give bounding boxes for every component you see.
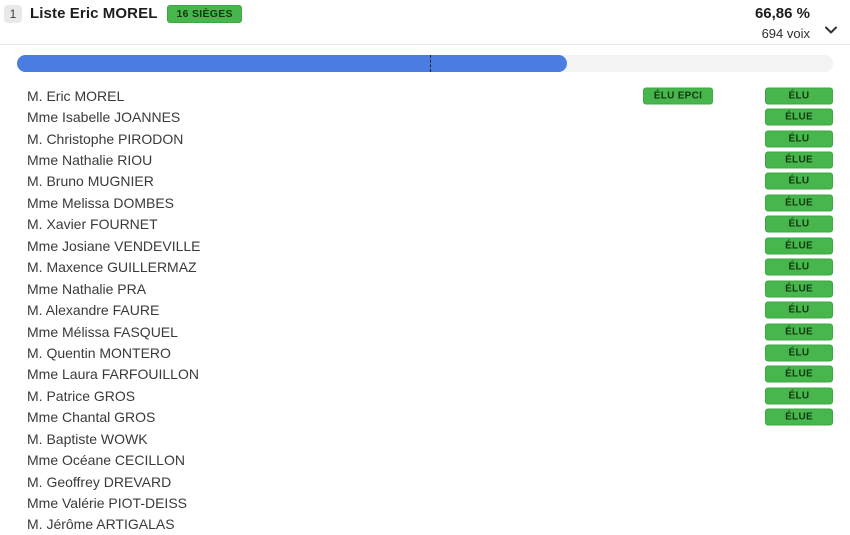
candidate-row: M. Eric MOREL ÉLU EPCI ÉLU [0, 85, 850, 106]
candidate-name: Mme Mélissa FASQUEL [27, 323, 178, 340]
elected-badge: ÉLU [765, 344, 833, 362]
candidate-name: Mme Nathalie RIOU [27, 152, 153, 169]
candidate-row: Mme Nathalie PRA ÉLUE [0, 278, 850, 299]
candidate-row: Mme Chantal GROS ÉLUE [0, 407, 850, 428]
elected-badge: ÉLU [765, 387, 833, 405]
elected-badge: ÉLU [765, 87, 833, 105]
candidate-row: M. Bruno MUGNIER ÉLU [0, 171, 850, 192]
majority-threshold-marker [429, 55, 431, 72]
elected-badge: ÉLUE [765, 194, 833, 212]
candidate-name: Mme Laura FARFOUILLON [27, 366, 199, 383]
elected-badge: ÉLU [765, 215, 833, 233]
elected-badge: ÉLUE [765, 408, 833, 426]
candidate-name: Mme Valérie PIOT-DEISS [27, 495, 188, 512]
candidate-name: Mme Josiane VENDEVILLE [27, 237, 201, 254]
candidate-row: Mme Nathalie RIOU ÉLUE [0, 149, 850, 170]
candidate-name: M. Patrice GROS [27, 387, 136, 404]
candidate-row: Mme Valérie PIOT-DEISS [0, 492, 850, 513]
elected-badge: ÉLUE [765, 151, 833, 169]
candidate-row: Mme Océane CECILLON [0, 449, 850, 470]
header-divider [0, 44, 850, 45]
elected-badge: ÉLUE [765, 108, 833, 126]
candidate-row: M. Geoffrey DREVARD [0, 471, 850, 492]
seats-badge: 16 SIÈGES [167, 5, 242, 23]
candidate-name: Mme Océane CECILLON [27, 452, 185, 469]
elected-badge: ÉLUE [765, 365, 833, 383]
candidate-name: M. Quentin MONTERO [27, 344, 171, 361]
candidate-name: M. Christophe PIRODON [27, 130, 184, 147]
elected-badge: ÉLUE [765, 280, 833, 298]
chevron-down-icon[interactable] [820, 19, 842, 41]
candidate-name: M. Bruno MUGNIER [27, 173, 154, 190]
elected-badge: ÉLU [765, 130, 833, 148]
elected-badge: ÉLUE [765, 323, 833, 341]
candidate-row: Mme Josiane VENDEVILLE ÉLUE [0, 235, 850, 256]
candidate-row: Mme Laura FARFOUILLON ÉLUE [0, 364, 850, 385]
candidate-row: M. Christophe PIRODON ÉLU [0, 128, 850, 149]
candidate-row: Mme Melissa DOMBES ÉLUE [0, 192, 850, 213]
percent-value: 66,86 % [754, 5, 810, 22]
candidate-row: Mme Mélissa FASQUEL ÉLUE [0, 321, 850, 342]
epci-elected-badge: ÉLU EPCI [643, 87, 713, 105]
candidate-row: M. Quentin MONTERO ÉLU [0, 342, 850, 363]
candidate-name: Mme Melissa DOMBES [27, 194, 175, 211]
candidate-name: Mme Chantal GROS [27, 409, 156, 426]
elected-badge: ÉLU [765, 258, 833, 276]
candidate-name: M. Jérôme ARTIGALAS [27, 516, 175, 533]
list-rank-badge: 1 [4, 5, 22, 23]
candidate-row: M. Baptiste WOWK [0, 428, 850, 449]
progress-track [17, 55, 833, 72]
candidate-name: M. Alexandre FAURE [27, 302, 160, 319]
elected-badge: ÉLU [765, 172, 833, 190]
list-header[interactable]: 1 Liste Eric MOREL 16 SIÈGES 66,86 % 694… [0, 0, 850, 44]
votes-value: 694 voix [761, 26, 810, 41]
candidate-row: M. Patrice GROS ÉLU [0, 385, 850, 406]
elected-badge: ÉLU [765, 301, 833, 319]
candidate-name: M. Maxence GUILLERMAZ [27, 259, 197, 276]
candidate-row: M. Alexandre FAURE ÉLU [0, 299, 850, 320]
list-name: Liste Eric MOREL [30, 5, 158, 22]
candidate-name: Mme Nathalie PRA [27, 280, 147, 297]
candidate-name: M. Geoffrey DREVARD [27, 473, 172, 490]
candidate-row: M. Xavier FOURNET ÉLU [0, 214, 850, 235]
candidate-name: M. Eric MOREL [27, 87, 125, 104]
candidate-name: M. Baptiste WOWK [27, 430, 148, 447]
header-results: 66,86 % 694 voix [755, 5, 810, 43]
candidate-list: M. Eric MOREL ÉLU EPCI ÉLU Mme Isabelle … [0, 85, 850, 535]
progress-fill [17, 55, 567, 72]
candidate-row: M. Jérôme ARTIGALAS [0, 514, 850, 535]
candidate-row: M. Maxence GUILLERMAZ ÉLU [0, 257, 850, 278]
candidate-row: Mme Isabelle JOANNES ÉLUE [0, 106, 850, 127]
elected-badge: ÉLUE [765, 237, 833, 255]
candidate-name: Mme Isabelle JOANNES [27, 109, 181, 126]
candidate-name: M. Xavier FOURNET [27, 216, 158, 233]
